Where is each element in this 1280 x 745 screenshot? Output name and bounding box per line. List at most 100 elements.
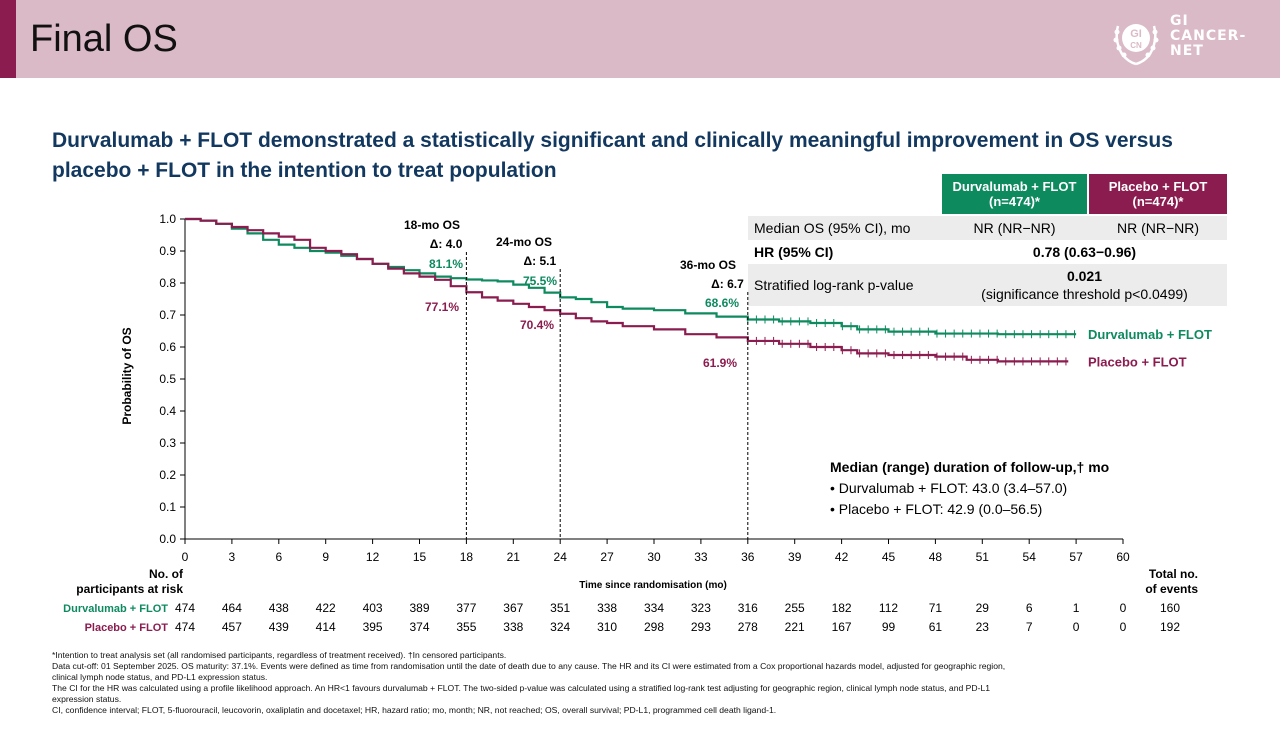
x-tick-label: 33 (694, 550, 708, 564)
x-tick-label: 6 (275, 550, 282, 564)
risk-value: 0 (1120, 620, 1127, 634)
events-value: 192 (1160, 620, 1180, 634)
pvalue-value: 0.021 (1066, 268, 1103, 284)
risk-value: 182 (832, 601, 852, 615)
risk-value: 474 (175, 601, 195, 615)
y-tick-label: 0.2 (159, 468, 176, 482)
km-chart: 0.00.10.20.30.40.50.60.70.80.91.00 3 6 9 12 1… (63, 212, 1212, 634)
landmark-placebo-value: 77.1% (425, 300, 459, 314)
logo-line: NET (1170, 43, 1204, 59)
risk-value: 438 (269, 601, 289, 615)
landmark-durvalumab-value: 68.6% (705, 296, 739, 310)
landmark-delta: Δ: 4.0 (430, 237, 463, 251)
risk-value: 439 (269, 620, 289, 634)
y-tick-label: 0.5 (159, 372, 176, 386)
risk-value: 395 (363, 620, 383, 634)
table-row-pvalue: Stratified log-rank p-value 0.021 (signi… (748, 264, 1227, 306)
logo-wordmark: GI CANCER- NET (1170, 14, 1246, 59)
risk-value: 377 (456, 601, 476, 615)
table-row-median: Median OS (95% CI), mo NR (NR−NR) NR (NR… (748, 216, 1227, 240)
risk-value: 71 (929, 601, 943, 615)
series-label: Placebo + FLOT (1088, 354, 1187, 369)
landmark-title: 24-mo OS (496, 235, 552, 249)
risk-value: 61 (929, 620, 943, 634)
km-curve-placebo (185, 217, 1069, 363)
events-heading: Total no. of events (1110, 567, 1198, 597)
risk-value: 0 (1120, 601, 1127, 615)
table-header-placebo: Placebo + FLOT (n=474)* (1089, 174, 1227, 214)
logo-line: GI (1170, 13, 1189, 29)
x-tick-label: 45 (882, 550, 896, 564)
logo-line: CANCER- (1170, 28, 1247, 44)
y-tick-label: 0.3 (159, 436, 176, 450)
risk-value: 112 (879, 601, 898, 615)
km-curve-durvalumab (185, 217, 1077, 336)
events-heading-line: Total no. (1148, 567, 1198, 581)
risk-row-label: Durvalumab + FLOT (63, 603, 168, 615)
x-tick-label: 0 (182, 550, 189, 564)
y-tick-label: 0.6 (159, 340, 176, 354)
hr-label: HR (95% CI) (754, 244, 834, 260)
risk-heading-line: participants at risk (76, 582, 183, 596)
x-tick-label: 57 (1069, 550, 1083, 564)
y-tick-label: 0.8 (159, 276, 176, 290)
footnote-line: Data cut-off: 01 September 2025. OS matu… (52, 661, 1006, 671)
pvalue-note: (significance threshold p<0.0499) (981, 286, 1188, 302)
risk-value: 403 (363, 601, 383, 615)
risk-value: 338 (597, 601, 617, 615)
landmark-durvalumab-value: 75.5% (523, 274, 557, 288)
risk-value: 389 (409, 601, 429, 615)
footnote-line: The CI for the HR was calculated using a… (52, 683, 991, 693)
header-band: Final OS GI CN GI CANCER- NET (0, 0, 1280, 78)
x-tick-label: 27 (600, 550, 614, 564)
y-tick-label: 0.9 (159, 244, 176, 258)
laurel-logo-icon: GI CN (1113, 24, 1159, 66)
risk-value: 293 (691, 620, 711, 634)
followup-durvalumab: • Durvalumab + FLOT: 43.0 (3.4–57.0) (830, 480, 1068, 496)
x-tick-label: 18 (460, 550, 474, 564)
risk-value: 323 (691, 601, 711, 615)
logo-mark-cn: CN (1130, 41, 1142, 50)
risk-value: 334 (644, 601, 664, 615)
followup-heading: Median (range) duration of follow-up,† m… (830, 459, 1110, 475)
followup-box: Median (range) duration of follow-up,† m… (830, 457, 1109, 520)
risk-value: 278 (738, 620, 758, 634)
risk-value: 355 (456, 620, 476, 634)
risk-value: 99 (882, 620, 896, 634)
y-tick-label: 0.7 (159, 308, 176, 322)
risk-value: 324 (550, 620, 570, 634)
table-row-hr: HR (95% CI) 0.78 (0.63−0.96) (748, 240, 1227, 264)
logo-mark-gi: GI (1130, 28, 1142, 40)
x-tick-label: 12 (366, 550, 380, 564)
risk-value: 457 (222, 620, 242, 634)
y-tick-label: 0.0 (159, 532, 176, 546)
x-tick-label: 24 (554, 550, 568, 564)
x-tick-label: 3 (229, 550, 236, 564)
risk-value: 6 (1026, 601, 1033, 615)
gi-cancer-net-logo: GI CN GI CANCER- NET (1110, 12, 1270, 68)
x-tick-label: 15 (413, 550, 427, 564)
x-tick-label: 21 (507, 550, 521, 564)
headline: Durvalumab + FLOT demonstrated a statist… (52, 129, 1173, 182)
risk-value: 310 (597, 620, 617, 634)
footnote-line: expression status. (52, 694, 122, 704)
footnotes: *Intention to treat analysis set (all ra… (52, 650, 1252, 716)
x-tick-label: 60 (1116, 550, 1130, 564)
risk-value: 316 (738, 601, 758, 615)
median-label: Median OS (95% CI), mo (754, 220, 911, 236)
x-axis-label: Time since randomisation (mo) (579, 580, 727, 591)
footnote-line: CI, confidence interval; FLOT, 5-fluorou… (52, 705, 777, 715)
header-accent-bar (0, 0, 16, 78)
x-tick-label: 42 (835, 550, 849, 564)
risk-row-label: Placebo + FLOT (85, 622, 169, 634)
risk-value: 351 (550, 601, 570, 615)
risk-value: 29 (976, 601, 990, 615)
risk-value: 0 (1073, 620, 1080, 634)
risk-value: 367 (503, 601, 523, 615)
y-tick-label: 0.1 (159, 500, 176, 514)
series-label: Durvalumab + FLOT (1088, 327, 1212, 342)
risk-value: 23 (976, 620, 990, 634)
table-header-durvalumab: Durvalumab + FLOT (n=474)* (942, 174, 1087, 214)
risk-value: 414 (316, 620, 336, 634)
risk-value: 374 (409, 620, 429, 634)
